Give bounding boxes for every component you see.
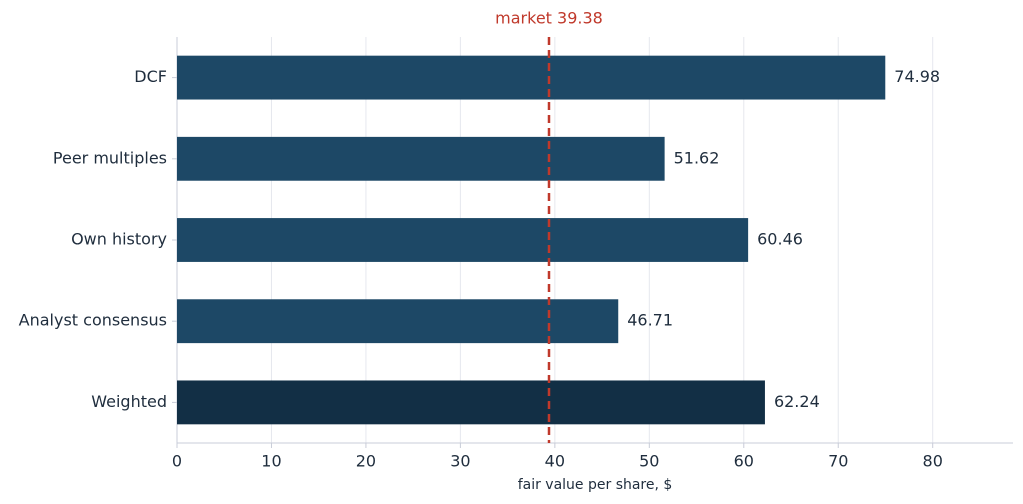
x-tick-label: 60 — [734, 452, 754, 471]
y-tick-label: Weighted — [91, 392, 167, 411]
bar — [177, 136, 665, 181]
x-tick-label: 30 — [450, 452, 470, 471]
y-tick-label: Analyst consensus — [19, 311, 167, 330]
bar — [177, 380, 765, 425]
value-label: 74.98 — [894, 67, 940, 86]
bar — [177, 55, 886, 100]
x-tick-label: 0 — [172, 452, 182, 471]
reference-label: market 39.38 — [495, 9, 603, 28]
value-label: 51.62 — [674, 148, 720, 167]
y-tick-label: Own history — [71, 230, 167, 249]
x-tick-label: 10 — [261, 452, 281, 471]
x-tick-label: 80 — [923, 452, 943, 471]
x-tick-label: 40 — [545, 452, 565, 471]
y-tick-label: DCF — [134, 67, 167, 86]
value-label: 46.71 — [627, 311, 673, 330]
x-tick-label: 70 — [828, 452, 848, 471]
bar — [177, 299, 619, 344]
value-label: 60.46 — [757, 230, 803, 249]
bar — [177, 218, 749, 262]
x-axis-label: fair value per share, $ — [518, 477, 673, 493]
x-tick-label: 50 — [639, 452, 659, 471]
y-tick-label: Peer multiples — [53, 148, 167, 167]
value-label: 62.24 — [774, 392, 820, 411]
x-tick-label: 20 — [356, 452, 376, 471]
